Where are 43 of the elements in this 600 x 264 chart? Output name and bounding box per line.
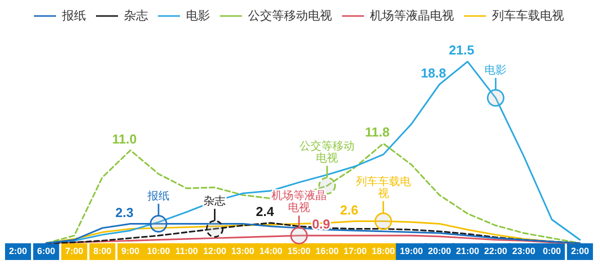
- x-tick-label: 21:00: [456, 246, 480, 256]
- x-tick-label: 12:00: [203, 246, 226, 256]
- data-label: 21.5: [448, 42, 474, 58]
- point: [486, 89, 504, 107]
- point: [150, 215, 168, 233]
- data-label: 2.3: [115, 204, 134, 220]
- legend-label: 机场等液晶电视: [370, 8, 454, 22]
- x-tick-label: 2:00: [9, 246, 28, 256]
- data-label: 2.6: [340, 202, 358, 218]
- x-tick-label: 2:00: [570, 246, 589, 256]
- data-label: 11.8: [364, 124, 390, 140]
- x-tick-label: 9:00: [121, 246, 140, 256]
- x-tick-label: 19:00: [400, 246, 423, 256]
- x-tick-label: 11:00: [175, 246, 198, 256]
- point: [290, 226, 308, 244]
- data-label: 11.0: [112, 131, 137, 146]
- x-tick-label: 14:00: [259, 246, 282, 256]
- point: [206, 220, 224, 238]
- x-tick-label: 15:00: [287, 246, 311, 256]
- x-tick-label: 20:00: [428, 246, 451, 256]
- x-tick-label: 17:00: [344, 246, 367, 256]
- x-tick-label: 16:00: [316, 246, 339, 256]
- x-tick-label: 23:00: [512, 246, 536, 256]
- x-tick-label: 10:00: [147, 246, 170, 256]
- x-tick-label: 8:00: [93, 246, 112, 256]
- x-tick-label: 7:00: [65, 246, 84, 256]
- annotation: 报纸: [146, 190, 170, 202]
- annotation: 列车车载电视: [356, 174, 411, 200]
- x-tick-label: 18:00: [372, 246, 395, 256]
- x-tick-label: 22:00: [484, 246, 508, 256]
- legend-label: 报纸: [61, 8, 86, 22]
- legend-label: 杂志: [124, 8, 148, 22]
- x-tick-label: 6:00: [37, 246, 56, 256]
- legend-label: 公交等移动电视: [248, 8, 332, 22]
- annotation: 电影: [484, 63, 507, 76]
- data-label: 18.8: [420, 65, 446, 80]
- x-tick-label: 0:00: [542, 246, 561, 256]
- annotation: 公交等移动电视: [300, 139, 355, 164]
- point: [374, 212, 392, 230]
- legend-label: 列车车载电视: [492, 8, 564, 22]
- x-tick-label: 13:00: [231, 246, 254, 256]
- legend-label: 电影: [186, 8, 210, 22]
- data-label: 2.4: [256, 204, 275, 220]
